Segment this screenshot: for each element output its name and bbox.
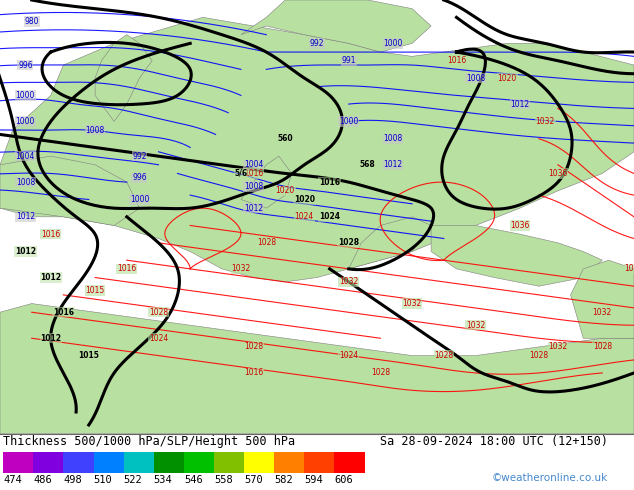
Polygon shape (241, 156, 292, 208)
Text: 1000: 1000 (384, 39, 403, 48)
Text: 534: 534 (153, 475, 172, 486)
Text: 1000: 1000 (130, 195, 149, 204)
Text: 1012: 1012 (16, 212, 35, 221)
Text: 1028: 1028 (434, 351, 453, 360)
Text: 1016: 1016 (117, 265, 136, 273)
Text: 1012: 1012 (40, 334, 61, 343)
Text: 1032: 1032 (466, 321, 485, 330)
Text: 1012: 1012 (15, 247, 36, 256)
Polygon shape (241, 0, 431, 52)
Text: Thickness 500/1000 hPa/SLP/Height 500 hPa: Thickness 500/1000 hPa/SLP/Height 500 hP… (3, 435, 295, 448)
Text: 522: 522 (124, 475, 143, 486)
Text: 1015: 1015 (79, 351, 99, 360)
Text: 1004: 1004 (244, 160, 263, 169)
Bar (153, 452, 184, 473)
Text: 1016: 1016 (53, 308, 74, 317)
Text: 570: 570 (244, 475, 263, 486)
Bar (33, 452, 63, 473)
Text: 606: 606 (335, 475, 353, 486)
Text: 546: 546 (184, 475, 203, 486)
Polygon shape (95, 35, 152, 122)
Text: 1032: 1032 (231, 265, 250, 273)
Text: 1004: 1004 (16, 151, 35, 161)
Bar (184, 452, 214, 473)
Text: 1016: 1016 (244, 169, 263, 178)
Text: 1015: 1015 (86, 286, 105, 295)
Polygon shape (0, 156, 139, 225)
Bar (94, 452, 124, 473)
Text: 1012: 1012 (510, 99, 529, 109)
Text: 474: 474 (3, 475, 22, 486)
Text: 1012: 1012 (40, 273, 61, 282)
Text: 1020: 1020 (294, 195, 315, 204)
Text: 558: 558 (214, 475, 233, 486)
Text: 991: 991 (342, 56, 356, 65)
Text: 1028: 1028 (593, 343, 612, 351)
Text: 1032: 1032 (548, 343, 567, 351)
Text: 1028: 1028 (149, 308, 168, 317)
Text: 560: 560 (278, 134, 293, 143)
Text: 5/6: 5/6 (235, 169, 247, 178)
Text: 594: 594 (304, 475, 323, 486)
Text: 1008: 1008 (384, 134, 403, 143)
Text: 1000: 1000 (16, 91, 35, 100)
Text: 1020: 1020 (276, 186, 295, 196)
Text: 992: 992 (310, 39, 324, 48)
Polygon shape (571, 260, 634, 338)
Bar (124, 452, 153, 473)
Bar (214, 452, 244, 473)
Text: 1008: 1008 (244, 182, 263, 191)
Text: 1016: 1016 (41, 230, 60, 239)
Text: 510: 510 (94, 475, 112, 486)
Text: 582: 582 (274, 475, 293, 486)
Text: 1020: 1020 (498, 74, 517, 82)
Text: 992: 992 (133, 151, 146, 161)
Bar (304, 452, 334, 473)
Text: 1032: 1032 (593, 308, 612, 317)
Polygon shape (0, 17, 634, 282)
Text: 1032: 1032 (339, 277, 358, 286)
Polygon shape (0, 304, 634, 434)
Text: 1024: 1024 (319, 212, 340, 221)
Polygon shape (349, 217, 431, 269)
Bar (63, 452, 93, 473)
Text: 1028: 1028 (244, 343, 263, 351)
Text: 1008: 1008 (16, 178, 35, 187)
Text: 568: 568 (360, 160, 375, 169)
Text: Sa 28-09-2024 18:00 UTC (12+150): Sa 28-09-2024 18:00 UTC (12+150) (380, 435, 609, 448)
Text: 1024: 1024 (149, 334, 168, 343)
Text: 1028: 1028 (257, 238, 276, 247)
Text: 1012: 1012 (384, 160, 403, 169)
Bar (244, 452, 274, 473)
Text: 1032: 1032 (403, 299, 422, 308)
Text: 996: 996 (18, 61, 33, 70)
Text: 1000: 1000 (16, 117, 35, 126)
Text: ©weatheronline.co.uk: ©weatheronline.co.uk (491, 473, 607, 483)
Text: 1028: 1028 (371, 368, 390, 377)
Text: 1032: 1032 (624, 265, 634, 273)
Text: 1028: 1028 (338, 238, 359, 247)
Text: 1000: 1000 (339, 117, 358, 126)
Text: 980: 980 (25, 17, 39, 26)
Text: 1028: 1028 (529, 351, 548, 360)
Text: 1036: 1036 (510, 221, 529, 230)
Text: 1016: 1016 (447, 56, 466, 65)
Bar (3, 452, 33, 473)
Text: 1036: 1036 (548, 169, 567, 178)
Text: 1024: 1024 (339, 351, 358, 360)
Bar (274, 452, 304, 473)
Text: 1024: 1024 (295, 212, 314, 221)
Bar (335, 452, 365, 473)
Text: 1012: 1012 (244, 204, 263, 213)
Text: 498: 498 (63, 475, 82, 486)
Text: 1008: 1008 (86, 125, 105, 135)
Text: 486: 486 (33, 475, 52, 486)
Text: 1032: 1032 (536, 117, 555, 126)
Polygon shape (431, 225, 602, 286)
Text: 1016: 1016 (319, 178, 340, 187)
Text: 1016: 1016 (244, 368, 263, 377)
Text: 996: 996 (132, 173, 147, 182)
Text: 1008: 1008 (466, 74, 485, 82)
